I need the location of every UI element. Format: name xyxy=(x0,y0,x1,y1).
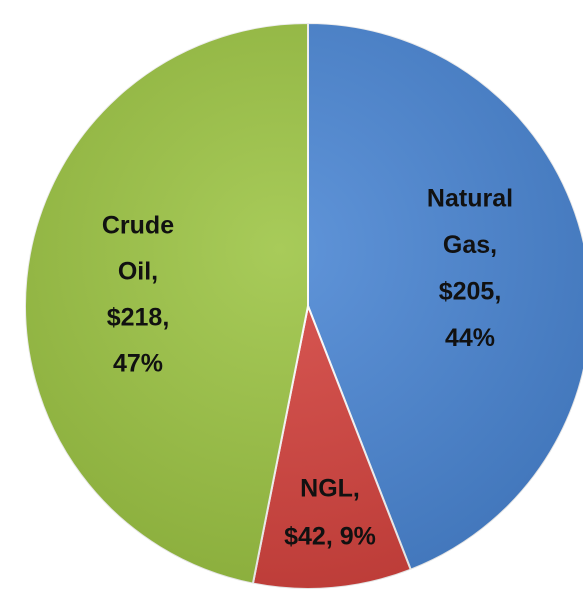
data-label: $205, xyxy=(439,278,502,306)
data-label: $218, xyxy=(107,304,170,332)
data-label: 47% xyxy=(113,350,163,378)
data-label: 44% xyxy=(445,324,495,352)
data-label: Gas, xyxy=(443,231,497,259)
data-label: $42, 9% xyxy=(284,523,376,551)
data-label: NGL, xyxy=(300,475,360,503)
data-label: Natural xyxy=(427,185,513,213)
data-label: Oil, xyxy=(118,258,158,286)
data-labels: Natural Gas, $205, 44% NGL, $42, 9% Crude Oil, $… xyxy=(102,185,513,551)
data-label: Crude xyxy=(102,212,174,240)
